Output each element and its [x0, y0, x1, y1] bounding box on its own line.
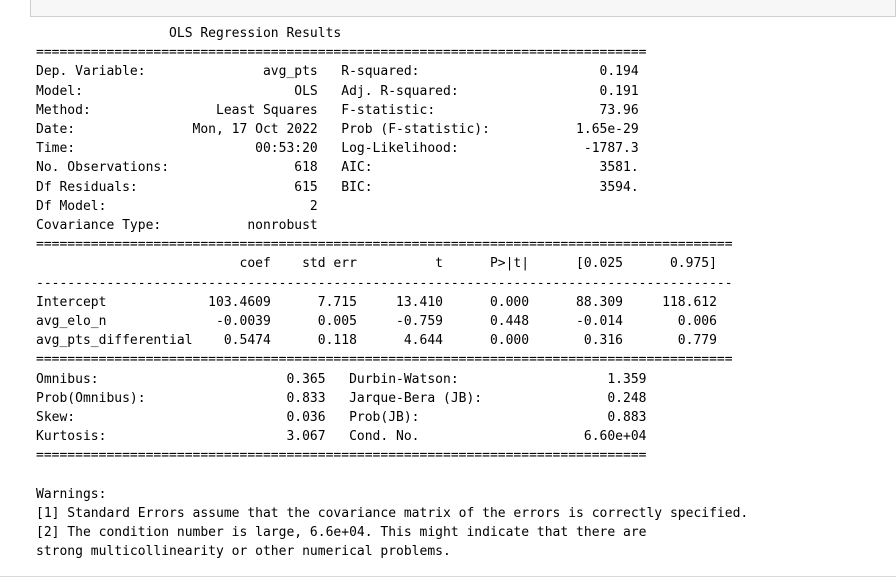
warnings-title: Warnings:: [36, 486, 107, 502]
model-info-row: Covariance Type: nonrobust: [36, 218, 639, 234]
model-info-row: Date: Mon, 17 Oct 2022 Prob (F-statistic…: [36, 122, 639, 138]
warning-line: [1] Standard Errors assume that the cova…: [36, 506, 749, 522]
diagnostic-row: Skew: 0.036 Prob(JB): 0.883: [36, 410, 647, 426]
diagnostic-row: Prob(Omnibus): 0.833 Jarque-Bera (JB): 0…: [36, 390, 647, 406]
rule-dash: ----------------------------------------…: [36, 275, 733, 291]
rule-double: ========================================…: [36, 45, 647, 61]
summary-title: OLS Regression Results: [36, 26, 553, 41]
model-info-row: Df Residuals: 615 BIC: 3594.: [36, 179, 639, 195]
model-info-row: Dep. Variable: avg_pts R-squared: 0.194: [36, 64, 639, 80]
model-info-row: Method: Least Squares F-statistic: 73.96: [36, 102, 639, 118]
cell-divider: [0, 576, 896, 577]
coef-row: Intercept 103.4609 7.715 13.410 0.000 88…: [36, 294, 717, 310]
model-info-row: Time: 00:53:20 Log-Likelihood: -1787.3: [36, 141, 639, 157]
diagnostic-row: Kurtosis: 3.067 Cond. No. 6.60e+04: [36, 429, 647, 445]
model-info-row: No. Observations: 618 AIC: 3581.: [36, 160, 639, 176]
rule-double: ========================================…: [36, 448, 647, 464]
ols-summary-output: OLS Regression Results =================…: [36, 24, 748, 562]
coef-row: avg_elo_n -0.0039 0.005 -0.759 0.448 -0.…: [36, 314, 717, 330]
coef-table-header: coef std err t P>|t| [0.025 0.975]: [36, 256, 717, 272]
rule-double: ========================================…: [36, 237, 733, 253]
warning-line: [2] The condition number is large, 6.6e+…: [36, 525, 647, 541]
model-info-row: Df Model: 2: [36, 198, 639, 214]
rule-double: ========================================…: [36, 352, 733, 368]
model-info-row: Model: OLS Adj. R-squared: 0.191: [36, 83, 639, 99]
coef-row: avg_pts_differential 0.5474 0.118 4.644 …: [36, 333, 717, 349]
diagnostic-row: Omnibus: 0.365 Durbin-Watson: 1.359: [36, 371, 647, 387]
previous-cell-input[interactable]: [30, 0, 896, 17]
warning-line: strong multicollinearity or other numeri…: [36, 544, 451, 560]
